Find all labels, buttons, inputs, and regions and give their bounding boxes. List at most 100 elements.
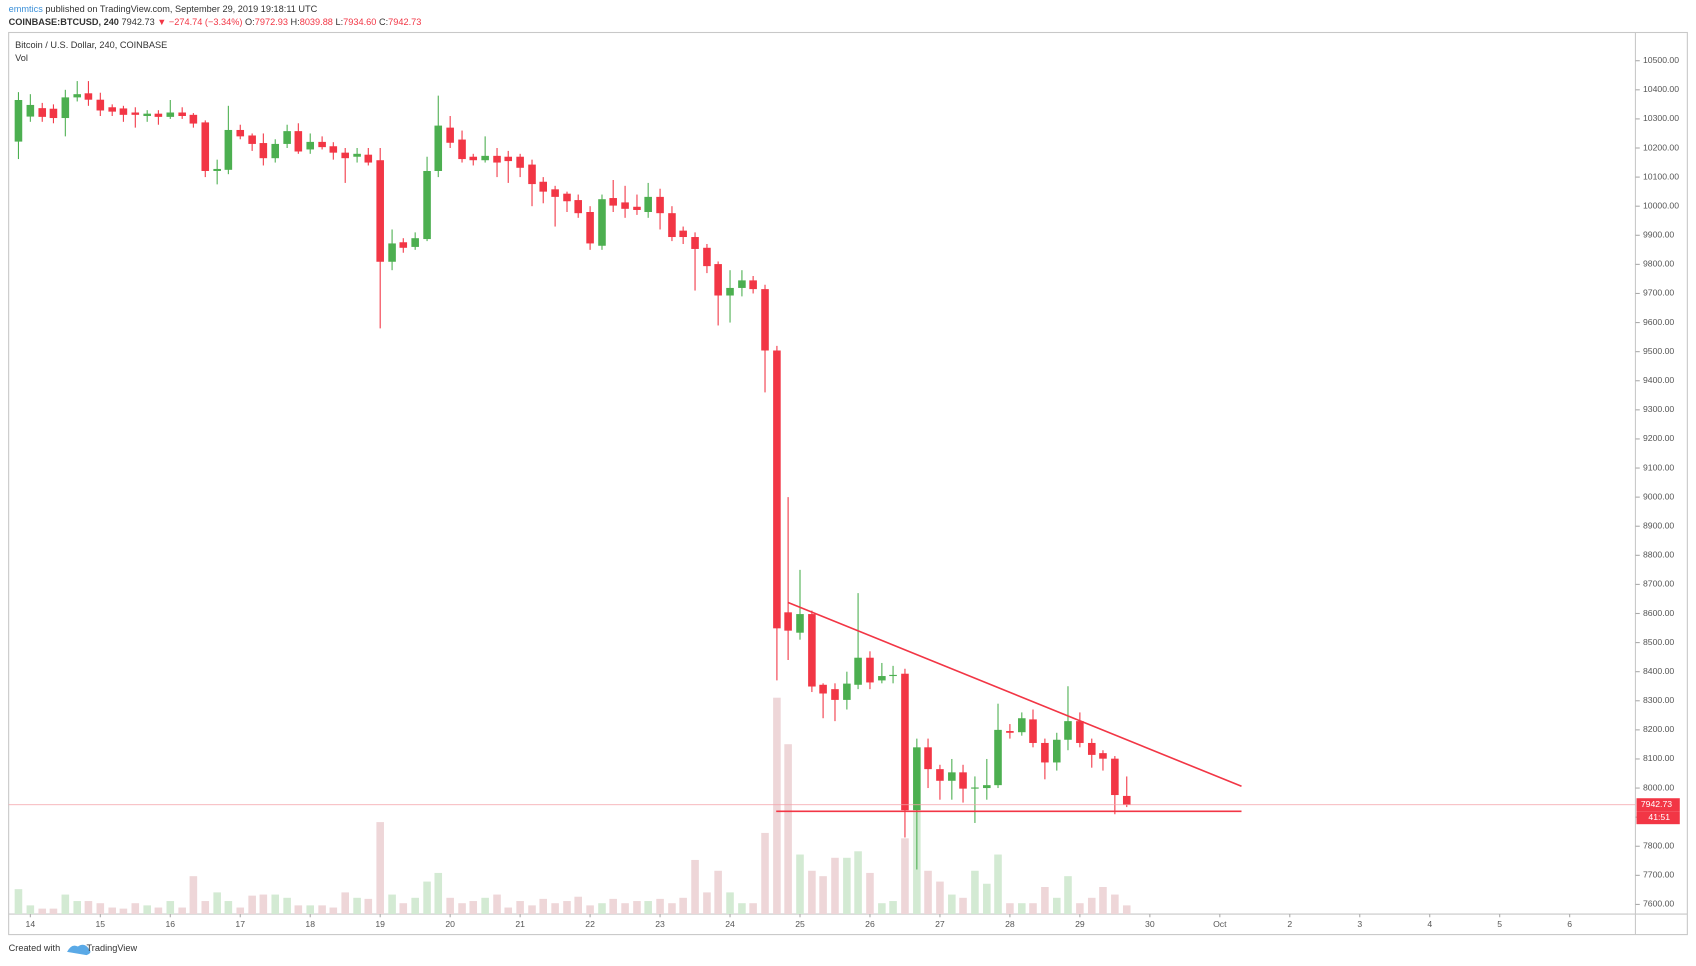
y-tick-label: 9100.00 xyxy=(1643,462,1674,472)
candle-body xyxy=(1087,742,1096,755)
y-tick-label: 8600.00 xyxy=(1643,608,1674,618)
last: 7942.73 xyxy=(121,17,154,27)
volume-bar xyxy=(609,898,617,915)
candle-body xyxy=(854,657,862,685)
y-tick-label: 9200.00 xyxy=(1643,433,1674,443)
volume-bar xyxy=(878,903,886,915)
volume-bar xyxy=(248,895,256,915)
candle-body xyxy=(49,108,58,119)
last-price-label: 7942.73 xyxy=(1641,799,1672,809)
volume-bar xyxy=(131,903,140,915)
volume-bar xyxy=(178,907,186,915)
candle-body xyxy=(493,155,501,163)
volume-bar xyxy=(656,898,664,915)
volume-bar xyxy=(843,857,851,915)
y-tick-label: 8300.00 xyxy=(1643,695,1674,705)
x-tick-label: 24 xyxy=(725,919,735,929)
y-tick-label: 10000.00 xyxy=(1643,200,1679,210)
volume-bar xyxy=(213,892,221,915)
trend-line xyxy=(787,601,1242,788)
volume-bar xyxy=(644,901,652,915)
volume-bar xyxy=(784,744,792,915)
volume-bar xyxy=(959,897,967,915)
volume-bar xyxy=(388,894,396,915)
h-label: H: xyxy=(291,17,300,27)
volume-bar xyxy=(1122,905,1131,915)
candle-body xyxy=(14,99,23,142)
candle-body xyxy=(574,200,582,214)
x-tick-label: 22 xyxy=(585,919,595,929)
volume-label: Vol xyxy=(15,53,28,63)
x-tick-label: 29 xyxy=(1075,919,1085,929)
y-tick-label: 8500.00 xyxy=(1643,637,1674,647)
volume-bar xyxy=(1018,903,1026,915)
candle-body xyxy=(236,129,245,137)
volume-bar xyxy=(306,905,315,915)
candle-body xyxy=(411,238,419,247)
y-tick-label: 8900.00 xyxy=(1643,520,1674,530)
volume-bar xyxy=(633,901,641,915)
footer-created: Created with xyxy=(9,943,61,953)
volume-bar xyxy=(901,838,909,915)
candle-body xyxy=(61,97,70,119)
volume-bar xyxy=(668,903,676,915)
candle-body xyxy=(819,684,827,694)
candle-body xyxy=(773,350,781,629)
footer-brand: TradingView xyxy=(87,943,138,953)
published: published on TradingView.com, September … xyxy=(45,4,317,14)
volume-bar xyxy=(154,907,163,915)
y-tick-label: 8700.00 xyxy=(1643,579,1674,589)
volume-bar xyxy=(224,901,233,915)
volume-bar xyxy=(1029,903,1037,915)
volume-bar xyxy=(446,897,454,915)
volume-bar xyxy=(726,892,734,915)
candle-body xyxy=(808,614,816,687)
candle-body xyxy=(644,196,652,213)
volume-bar xyxy=(14,889,23,915)
candle-body xyxy=(959,772,967,789)
volume-bar xyxy=(364,898,373,915)
volume-bar xyxy=(924,870,932,915)
candle-body xyxy=(143,113,151,116)
volume-bar xyxy=(551,903,559,915)
y-tick-label: 8200.00 xyxy=(1643,724,1674,734)
change: ▼ −274.74 (−3.34%) xyxy=(157,17,242,27)
volume-bar xyxy=(516,901,524,915)
candle-body xyxy=(73,94,82,98)
candle-body xyxy=(364,154,373,163)
volume-bar xyxy=(1006,903,1014,915)
volume-bar xyxy=(1064,876,1072,915)
symbol-line: COINBASE:BTCUSD, 240 7942.73 ▼ −274.74 (… xyxy=(9,17,422,27)
volume-bar xyxy=(703,892,711,915)
y-tick-label: 10500.00 xyxy=(1643,55,1679,65)
last-price-box xyxy=(1636,798,1680,812)
volume-bar xyxy=(819,876,827,915)
candle-body xyxy=(1122,795,1131,805)
candle-body xyxy=(738,280,746,288)
candle-body xyxy=(691,237,699,249)
candle-body xyxy=(318,141,326,148)
volume-bar xyxy=(738,903,746,915)
volume-bar xyxy=(493,894,501,915)
candle-body xyxy=(329,146,338,153)
x-tick-label: 19 xyxy=(375,919,385,929)
volume-bar xyxy=(866,872,874,915)
volume-bar xyxy=(481,897,489,915)
volume-bar xyxy=(434,872,443,915)
volume-bar xyxy=(586,905,594,915)
candle-body xyxy=(971,787,979,789)
volume-bar xyxy=(539,898,548,915)
candle-layer xyxy=(14,81,1131,870)
candle-body xyxy=(539,181,548,192)
candle-body xyxy=(26,104,35,117)
x-tick-label: 27 xyxy=(935,919,945,929)
candle-body xyxy=(96,99,105,111)
countdown-box xyxy=(1636,811,1680,825)
logo xyxy=(67,944,91,956)
volume-bar xyxy=(411,897,419,915)
volume-bar xyxy=(714,870,722,915)
candle-body xyxy=(446,127,454,143)
candle-body xyxy=(259,143,268,159)
candle-body xyxy=(154,113,163,117)
